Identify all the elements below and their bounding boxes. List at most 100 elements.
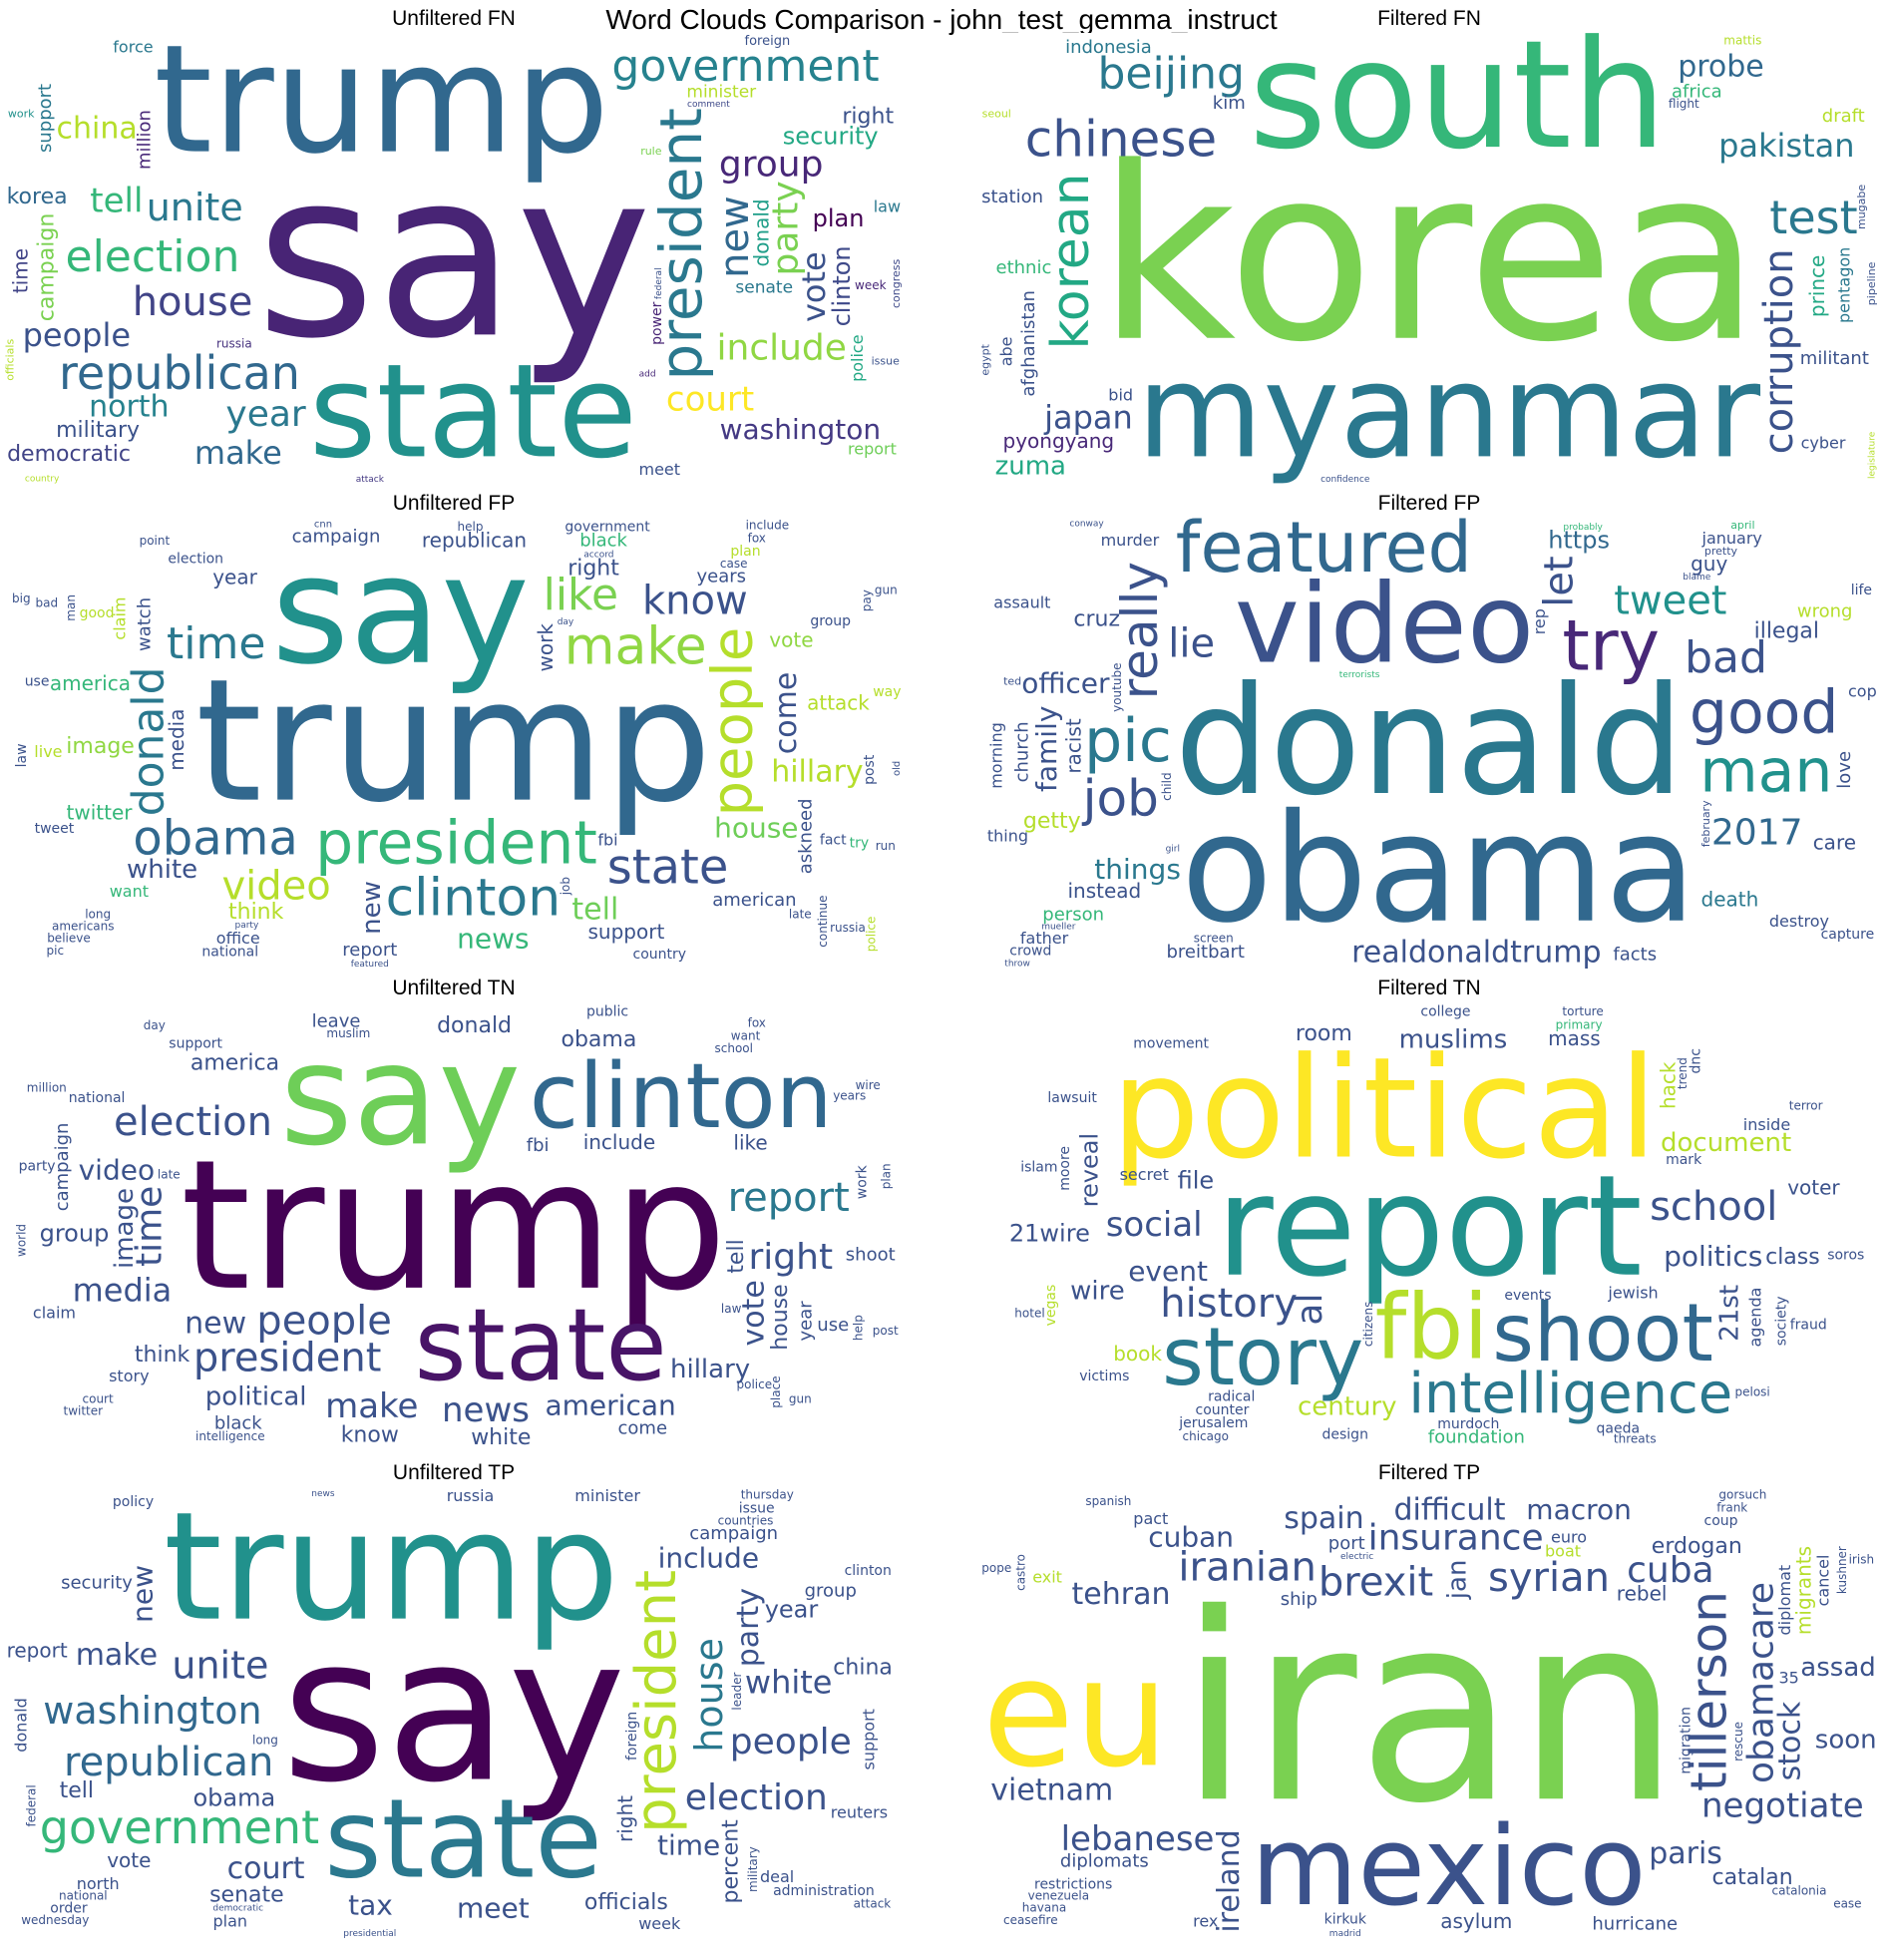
word-kim: kim: [1213, 93, 1246, 114]
word-cloud: iran eu mexico tillerson brexit syrian iranian…: [979, 1487, 1879, 1939]
word-pelosi: pelosi: [1735, 1385, 1770, 1399]
word-election: election: [168, 552, 223, 568]
word-republican: republican: [422, 528, 527, 552]
word-china: china: [833, 1656, 893, 1681]
word-officials: officials: [584, 1890, 668, 1915]
word-post: post: [862, 754, 878, 785]
word-donald: donald: [749, 198, 773, 266]
word-al: al: [1290, 1294, 1330, 1326]
word-right: right: [842, 104, 894, 129]
word-thursday: thursday: [741, 1488, 794, 1502]
word-pay: pay: [860, 589, 874, 611]
word-negotiate: negotiate: [1701, 1786, 1864, 1826]
word-spain: spain: [1284, 1501, 1363, 1536]
word-cloud: korea south myanmar korean chinese test beijin…: [979, 33, 1879, 485]
word-pope: pope: [981, 1561, 1011, 1575]
word-cancel: cancel: [1814, 1555, 1833, 1607]
word-accord: accord: [583, 551, 613, 561]
word-week: week: [638, 1914, 681, 1933]
word-state: state: [415, 1287, 667, 1403]
word-probe: probe: [1678, 50, 1764, 85]
word-america: america: [190, 1050, 279, 1075]
word-include: include: [658, 1541, 759, 1574]
word-spanish: spanish: [1085, 1494, 1131, 1508]
word-try: try: [850, 836, 870, 852]
word-egypt: egypt: [979, 343, 991, 375]
word-work: work: [534, 623, 558, 672]
panel-title: Filtered FN: [1377, 7, 1481, 30]
word-catalan: catalan: [1712, 1865, 1793, 1890]
word-long: long: [252, 1733, 278, 1747]
word-new: new: [712, 196, 758, 278]
word-right: right: [749, 1237, 834, 1278]
word-make: make: [76, 1638, 158, 1673]
word-35: 35: [1779, 1668, 1799, 1687]
word-throw: throw: [1004, 960, 1030, 970]
word-want: want: [731, 1029, 761, 1043]
word-clinton: clinton: [845, 1563, 892, 1579]
word-foreign: foreign: [745, 34, 791, 49]
word-country: country: [25, 475, 60, 485]
word-port: port: [1328, 1533, 1365, 1554]
word-trump: trump: [164, 1487, 619, 1655]
word-issue: issue: [739, 1500, 775, 1516]
word-pretty: pretty: [1704, 545, 1738, 558]
word-time: time: [130, 1186, 171, 1267]
word-report: report: [1216, 1146, 1643, 1309]
word-instead: instead: [1068, 879, 1142, 903]
word-hillary: hillary: [771, 755, 864, 790]
word-help: help: [851, 1315, 865, 1341]
word-pic: pic: [1084, 706, 1172, 776]
word-station: station: [981, 187, 1043, 207]
word-court: court: [227, 1851, 305, 1886]
word-eu: eu: [982, 1627, 1169, 1800]
panel-title: Filtered TN: [1377, 977, 1481, 999]
word-million: million: [27, 1080, 67, 1094]
word-havana: havana: [1022, 1901, 1066, 1915]
word-power: power: [649, 301, 665, 345]
word-party: party: [235, 921, 259, 931]
word-job: job: [1082, 770, 1159, 828]
word-american: american: [712, 890, 796, 911]
word-man: man: [1699, 737, 1832, 807]
word-people: people: [256, 1299, 392, 1345]
word-event: event: [1128, 1255, 1208, 1288]
word-good: good: [80, 605, 115, 621]
panel-title: Filtered TP: [1377, 1461, 1481, 1484]
word-cyber: cyber: [1801, 433, 1846, 452]
word-donald: donald: [11, 1698, 30, 1753]
word-electric: electric: [1340, 1552, 1373, 1562]
word-macron: macron: [1526, 1493, 1632, 1526]
panel-title: Unfiltered TP: [392, 1461, 516, 1484]
word-conway: conway: [1069, 520, 1104, 530]
word-century: century: [1298, 1392, 1397, 1422]
word-use: use: [25, 674, 50, 690]
word-https: https: [1548, 527, 1610, 555]
panel-unfiltered-tp: Unfiltered TP say trump state president gove…: [4, 1460, 904, 1939]
word-citizens: citizens: [1361, 1302, 1375, 1348]
word-confidence: confidence: [1320, 475, 1370, 485]
word-russia: russia: [830, 921, 866, 935]
word-rex: rex: [1193, 1911, 1218, 1930]
panel-unfiltered-fn: Unfiltered FN say trump state president repu…: [4, 6, 904, 485]
word-office: office: [216, 929, 260, 948]
word-twitter: twitter: [67, 801, 134, 825]
word-russia: russia: [216, 337, 252, 351]
word-senate: senate: [735, 278, 793, 298]
word-obamacare: obamacare: [1740, 1582, 1781, 1783]
word-cruz: cruz: [1073, 606, 1120, 631]
word-report: report: [728, 1175, 850, 1221]
word-blame: blame: [1683, 573, 1710, 583]
word-make: make: [325, 1386, 418, 1426]
word-include: include: [746, 519, 789, 533]
word-muslim: muslim: [326, 1026, 370, 1040]
word-draft: draft: [1822, 106, 1865, 127]
word-islam: islam: [1020, 1160, 1057, 1176]
word-ship: ship: [1281, 1589, 1318, 1610]
word-obama: obama: [1181, 783, 1696, 957]
word-japan: japan: [1043, 399, 1133, 437]
word-flight: flight: [1669, 97, 1699, 111]
